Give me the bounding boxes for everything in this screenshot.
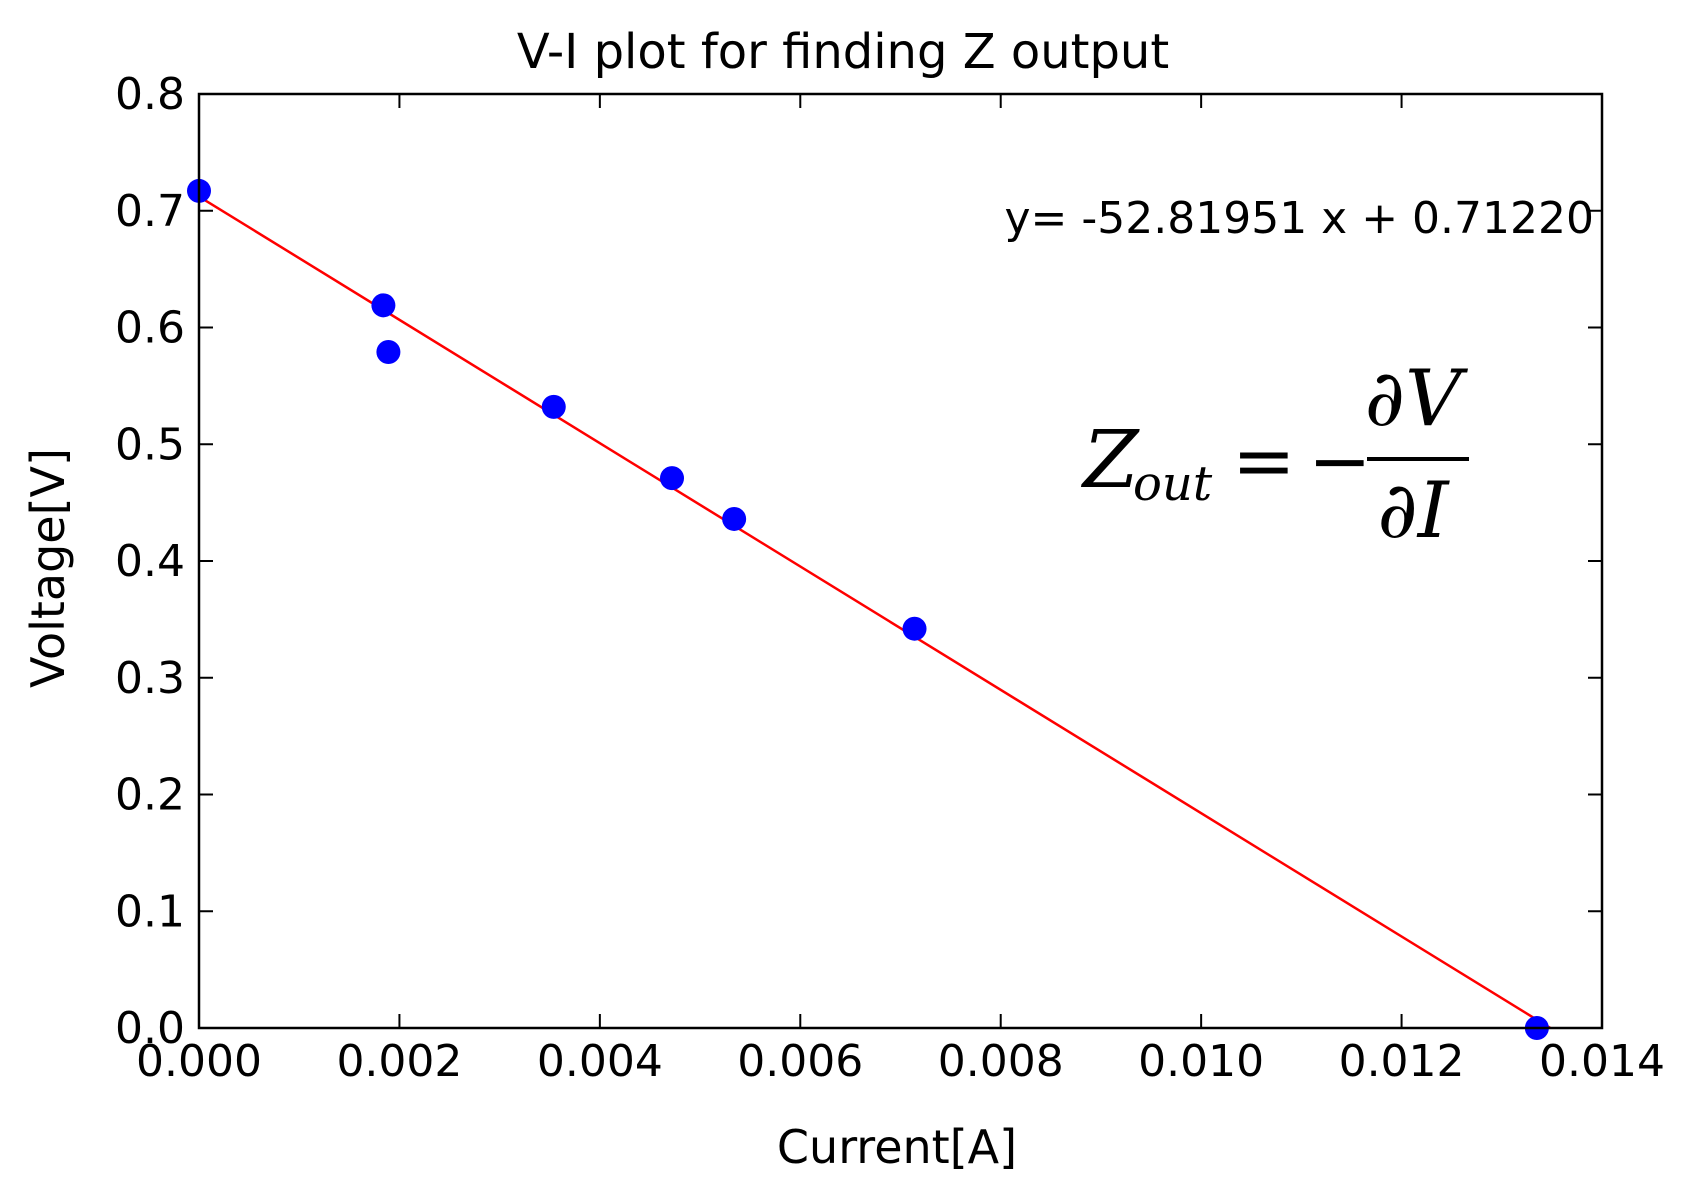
x-tick-label: 0.004 xyxy=(537,1036,663,1087)
x-tick-label: 0.006 xyxy=(737,1036,863,1087)
data-point xyxy=(541,394,566,419)
x-tick-label: 0.010 xyxy=(1138,1036,1264,1087)
y-tick-label: 0.1 xyxy=(115,886,185,937)
formula-minus: − xyxy=(1308,416,1372,505)
x-tick-labels: 0.000 0.002 0.004 0.006 0.008 0.010 0.012 0.014 xyxy=(136,1036,1665,1087)
fit-equation: y= -52.81951 x + 0.71220 xyxy=(1004,193,1594,244)
x-tick-label: 0.012 xyxy=(1339,1036,1465,1087)
chart-title: V-I plot for finding Z output xyxy=(517,24,1169,80)
data-point xyxy=(902,616,927,641)
fit-line xyxy=(198,195,1551,1030)
formula-numerator: ∂V xyxy=(1365,354,1468,444)
y-axis-label: Voltage[V] xyxy=(21,448,75,688)
formula-equals: = xyxy=(1232,416,1296,505)
plot-frame xyxy=(197,92,1604,1030)
x-tick-label: 0.002 xyxy=(336,1036,462,1087)
y-tick-label: 0.3 xyxy=(115,653,185,704)
x-tick-label: 0.008 xyxy=(938,1036,1064,1087)
data-point xyxy=(660,466,685,491)
y-tick-labels: 0.0 0.1 0.2 0.3 0.4 0.5 0.6 0.7 0.8 xyxy=(115,69,185,1054)
x-tick-label: 0.000 xyxy=(136,1036,262,1087)
formula-denominator: ∂I xyxy=(1377,466,1450,556)
y-tick-label: 0.8 xyxy=(115,69,185,120)
y-tick-label: 0.7 xyxy=(115,186,185,237)
x-tick-label: 0.014 xyxy=(1539,1036,1665,1087)
data-point xyxy=(722,506,747,531)
y-tick-label: 0.4 xyxy=(115,536,185,587)
y-tick-label: 0.6 xyxy=(115,303,185,354)
formula-subscript: out xyxy=(1133,456,1213,512)
y-tick-label: 0.2 xyxy=(115,770,185,821)
data-point xyxy=(371,293,396,318)
y-tick-label: 0.5 xyxy=(115,419,185,470)
formula-lhs: Z xyxy=(1080,413,1140,506)
data-point xyxy=(376,340,401,365)
y-tick-label: 0.0 xyxy=(115,1003,185,1054)
zout-formula: Z out = − ∂V ∂I xyxy=(1080,354,1469,556)
x-axis-label: Current[A] xyxy=(777,1120,1017,1174)
data-points xyxy=(187,178,1549,1040)
